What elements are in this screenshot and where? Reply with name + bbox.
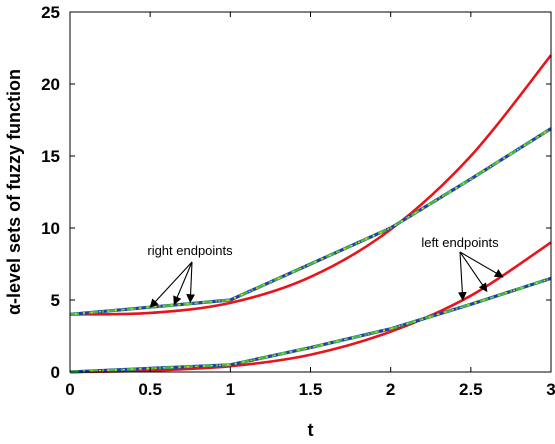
axes-layer: 0 0.5 1 1.5 2 2.5 3 0 5 10 15 20 25	[41, 3, 555, 399]
plot-background	[70, 12, 551, 372]
plot-area	[70, 12, 551, 372]
series-line-1	[69, 54, 553, 316]
y-tick-label: 25	[41, 3, 60, 22]
annotation-arrow-2-1	[457, 251, 467, 301]
annotation-arrow-2-2	[459, 251, 488, 293]
y-tick-label: 0	[51, 363, 60, 382]
annotation-arrow-2-3	[459, 251, 504, 278]
annotation-label-2: left endpoints	[421, 235, 499, 250]
x-axis-label: t	[308, 420, 314, 440]
x-tick-label: 0.5	[138, 380, 162, 399]
y-tick-label: 5	[51, 291, 60, 310]
annotation-label-1: right endpoints	[147, 243, 233, 258]
y-tick-label: 15	[41, 147, 60, 166]
annotation-layer: right endpoints left endpoints	[147, 235, 504, 308]
annotation-arrow-1-2	[173, 261, 193, 306]
y-tick-label: 10	[41, 219, 60, 238]
x-tick-label: 2	[386, 380, 395, 399]
x-tick-label: 1	[226, 380, 235, 399]
series-line-3-yellow	[69, 128, 552, 316]
annotation-arrow-1-1	[149, 261, 193, 308]
x-tick-label: 3	[546, 380, 555, 399]
series-line-1-stroke	[69, 54, 553, 316]
x-tick-label: 2.5	[459, 380, 483, 399]
y-axis-label: α-level sets of fuzzy function	[4, 69, 24, 315]
annotation-arrow-1-3	[186, 261, 195, 304]
x-tick-label: 0	[65, 380, 74, 399]
y-tick-label: 20	[41, 75, 60, 94]
x-tick-label: 1.5	[299, 380, 323, 399]
